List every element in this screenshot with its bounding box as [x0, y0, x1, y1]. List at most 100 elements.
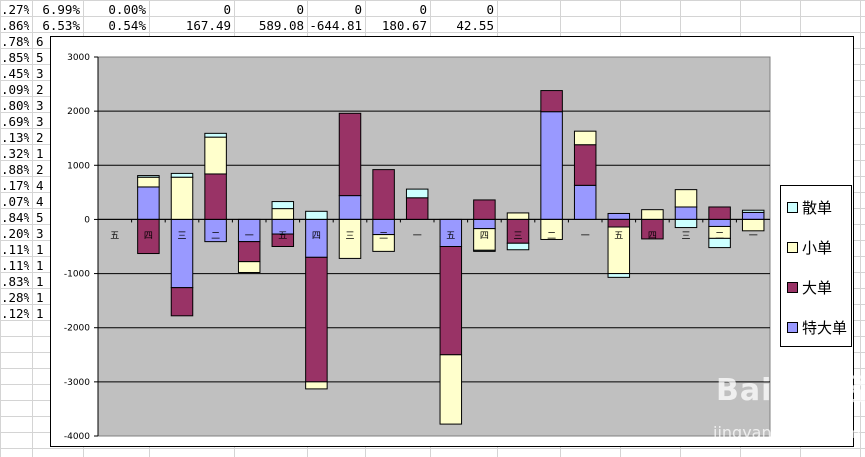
- legend-label: 大单: [802, 278, 833, 297]
- stacked-bar-chart[interactable]: 3000 2000 1000 0 -1000 -2000 -3000 -4000 五 四 三 二 一 五 四…: [50, 36, 865, 447]
- cell[interactable]: 42.55: [456, 18, 494, 33]
- cell[interactable]: 4: [36, 178, 44, 193]
- cell[interactable]: .78%: [1, 34, 29, 49]
- bar-segment-2: [439, 354, 463, 425]
- cell[interactable]: 0.00%: [108, 2, 146, 17]
- bar-segment-2: [641, 209, 664, 220]
- bar-segment-3: [271, 201, 295, 210]
- cell[interactable]: 5: [36, 50, 44, 65]
- cell[interactable]: 3: [36, 114, 44, 129]
- cell[interactable]: 1: [36, 242, 44, 257]
- cell[interactable]: .13%: [1, 130, 29, 145]
- column-divider: [860, 0, 861, 457]
- cell[interactable]: .69%: [1, 114, 29, 129]
- bar-segment-1: [540, 90, 563, 113]
- bar-segment-1: [372, 169, 395, 220]
- bar-segment-2: [204, 136, 227, 175]
- legend-item[interactable]: 特大单: [787, 318, 848, 337]
- bar-segment-1: [338, 112, 362, 197]
- cell[interactable]: 589.08: [258, 18, 304, 33]
- y-tick-label: -3000: [64, 378, 90, 388]
- bar-segment-1: [170, 287, 194, 317]
- x-tick-label: 一: [413, 231, 422, 241]
- bar-segment-3: [607, 273, 631, 278]
- bar-segment-2: [271, 208, 295, 220]
- cell[interactable]: 1: [36, 146, 44, 161]
- cell[interactable]: 6.53%: [42, 18, 80, 33]
- cell[interactable]: .11%: [1, 258, 29, 273]
- cell[interactable]: 6: [36, 34, 44, 49]
- cell[interactable]: 3: [36, 66, 44, 81]
- legend-item[interactable]: 散单: [787, 198, 832, 217]
- legend-swatch: [787, 281, 798, 293]
- cell[interactable]: 2: [36, 162, 44, 177]
- cell[interactable]: .88%: [1, 162, 29, 177]
- x-tick-label: 一: [749, 231, 758, 241]
- cell[interactable]: 3: [36, 226, 44, 241]
- cell[interactable]: 0.54%: [108, 18, 146, 33]
- legend-label: 特大单: [802, 318, 848, 337]
- cell[interactable]: 3: [36, 98, 44, 113]
- cell[interactable]: 4: [36, 194, 44, 209]
- bar-segment-3: [506, 242, 530, 251]
- cell[interactable]: 0: [486, 2, 494, 17]
- y-tick-label: -1000: [64, 270, 90, 280]
- cell[interactable]: .84%: [1, 210, 29, 225]
- cell[interactable]: 0: [223, 2, 231, 17]
- cell[interactable]: 2: [36, 82, 44, 97]
- cell[interactable]: .86%: [1, 18, 29, 33]
- bar-segment-1: [271, 233, 295, 248]
- watermark-url: jingyan.baidu.com: [713, 423, 861, 442]
- cell[interactable]: .83%: [1, 274, 29, 289]
- y-tick-label: 3000: [67, 53, 90, 63]
- cell[interactable]: 6.99%: [42, 2, 80, 17]
- cell[interactable]: .07%: [1, 194, 29, 209]
- x-tick-label: 二: [547, 231, 556, 241]
- cell[interactable]: .85%: [1, 50, 29, 65]
- bar-segment-0: [137, 186, 160, 220]
- cell[interactable]: .80%: [1, 98, 29, 113]
- cell[interactable]: .45%: [1, 66, 29, 81]
- bar-segment-1: [405, 197, 429, 220]
- bar-segment-2: [170, 176, 194, 220]
- cell[interactable]: .17%: [1, 178, 29, 193]
- cell[interactable]: 1: [36, 274, 44, 289]
- bar-segment-1: [473, 199, 496, 220]
- bar-segment-3: [674, 218, 698, 229]
- cell[interactable]: .12%: [1, 306, 29, 321]
- x-tick-label: 四: [648, 231, 657, 241]
- cell[interactable]: 5: [36, 210, 44, 225]
- cell[interactable]: 1: [36, 290, 44, 305]
- column-divider: [0, 0, 1, 457]
- cell[interactable]: .27%: [1, 2, 29, 17]
- bar-segment-0: [741, 211, 765, 220]
- x-tick-label: 二: [379, 231, 388, 241]
- cell[interactable]: 167.49: [185, 18, 231, 33]
- x-tick-label: 五: [278, 231, 287, 241]
- x-tick-label: 二: [211, 231, 220, 241]
- cell[interactable]: -644.81: [309, 18, 362, 33]
- cell[interactable]: 180.67: [381, 18, 427, 33]
- bar-segment-1: [237, 241, 261, 263]
- legend-item[interactable]: 大单: [787, 278, 833, 297]
- cell[interactable]: .20%: [1, 226, 29, 241]
- x-tick-label: 五: [614, 231, 623, 241]
- bar-segment-2: [137, 176, 160, 188]
- cell[interactable]: 2: [36, 130, 44, 145]
- legend-swatch: [787, 321, 798, 333]
- cell[interactable]: 0: [419, 2, 427, 17]
- cell[interactable]: .28%: [1, 290, 29, 305]
- cell[interactable]: .32%: [1, 146, 29, 161]
- cell[interactable]: .11%: [1, 242, 29, 257]
- cell[interactable]: 1: [36, 258, 44, 273]
- cell[interactable]: 0: [354, 2, 362, 17]
- cell[interactable]: .09%: [1, 82, 29, 97]
- cell[interactable]: 0: [296, 2, 304, 17]
- bar-segment-2: [305, 381, 328, 390]
- legend-item[interactable]: 小单: [787, 238, 832, 257]
- x-tick-label: 三: [345, 231, 354, 241]
- cell[interactable]: 1: [36, 306, 44, 321]
- chart-legend[interactable]: 散单小单大单特大单: [780, 185, 852, 347]
- bar-segment-3: [204, 132, 227, 138]
- bar-segment-1: [439, 246, 463, 356]
